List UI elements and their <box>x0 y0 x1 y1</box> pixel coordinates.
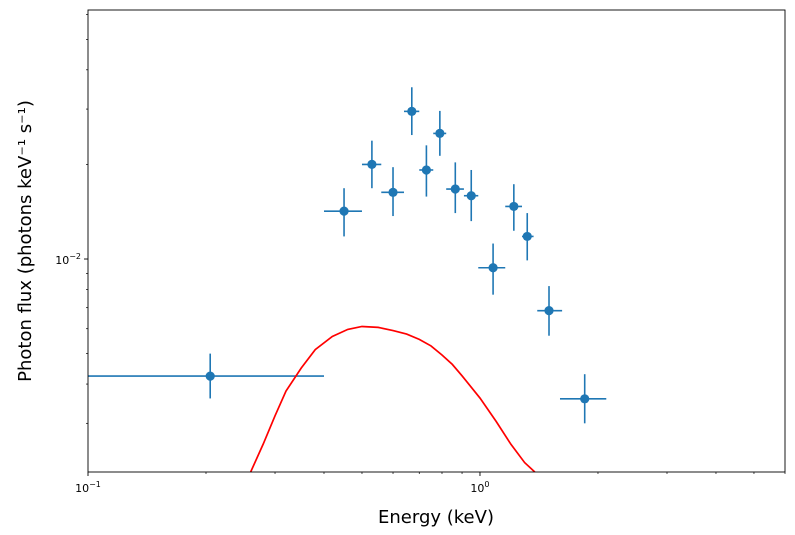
data-point <box>466 191 476 201</box>
plot-area <box>88 87 607 472</box>
x-axis-label: Energy (keV) <box>378 507 494 528</box>
data-point <box>421 165 432 175</box>
data-point <box>522 231 532 242</box>
plot-frame <box>87 9 786 473</box>
y-axis-label: Photon flux (photons keV⁻¹ s⁻¹) <box>15 100 36 382</box>
x-tick-label: 10−1 <box>75 480 101 495</box>
data-point <box>367 159 377 170</box>
data-point <box>580 394 590 404</box>
axis-tick-labels: 10−1 100 10−2 <box>55 252 489 495</box>
data-point <box>407 106 417 116</box>
data-point <box>435 128 445 139</box>
data-point <box>450 184 460 194</box>
data-point <box>339 206 349 216</box>
data-point <box>205 371 215 381</box>
model-curve <box>249 325 536 472</box>
y-tick-label: 10−2 <box>55 252 81 267</box>
data-point <box>509 201 519 212</box>
data-point <box>388 187 398 197</box>
data-point <box>488 263 498 273</box>
data-point <box>544 306 554 316</box>
x-tick-label: 100 <box>470 480 489 495</box>
